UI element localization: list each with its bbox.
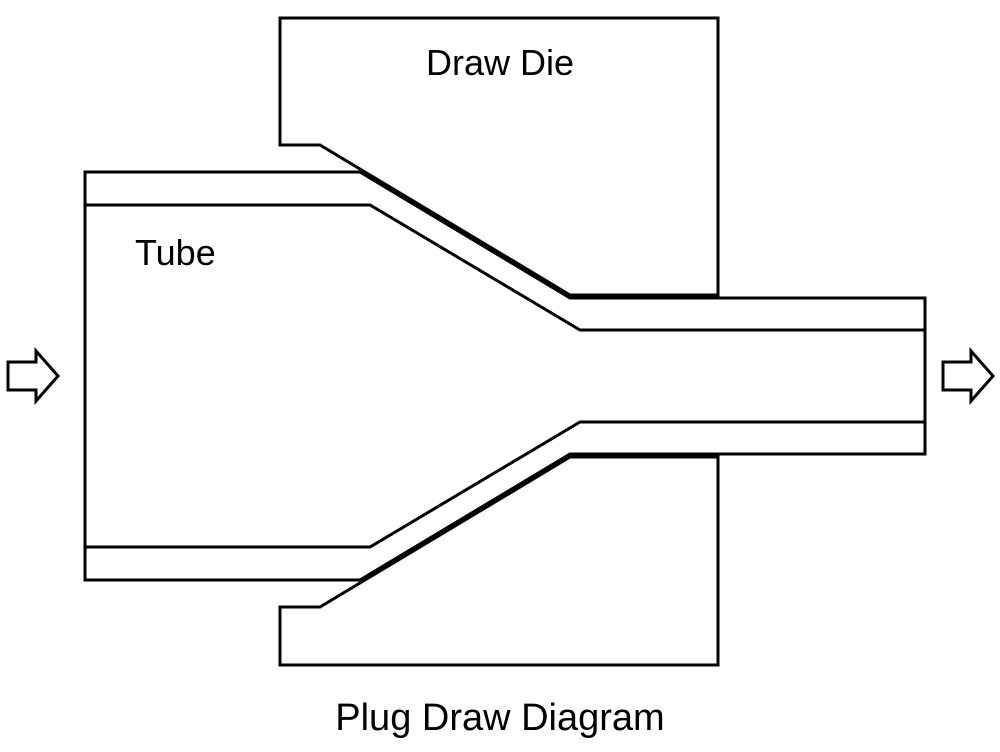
draw-die-label: Draw Die bbox=[426, 42, 574, 83]
plug-draw-diagram: Draw Die Tube Plug Draw Diagram bbox=[0, 0, 1000, 752]
caption-label: Plug Draw Diagram bbox=[335, 697, 664, 739]
arrow-right-icon bbox=[943, 351, 993, 401]
arrow-left-icon bbox=[8, 351, 58, 401]
tube-label: Tube bbox=[135, 232, 216, 273]
draw-die-bottom bbox=[280, 457, 718, 665]
